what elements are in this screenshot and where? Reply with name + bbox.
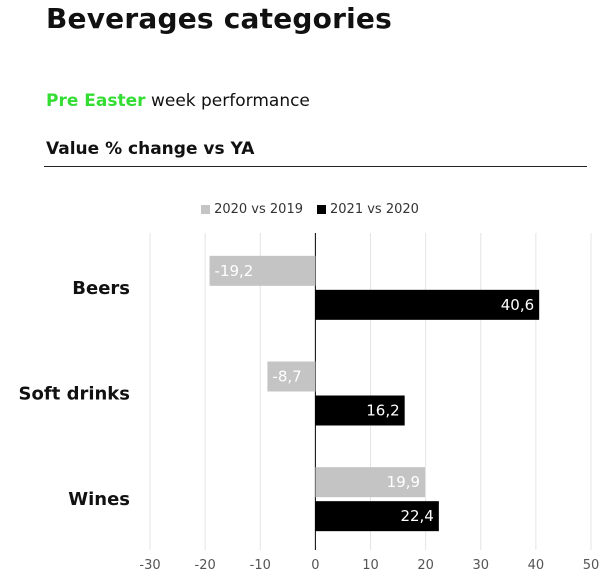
x-tick-label: 10 xyxy=(362,558,379,573)
bar xyxy=(315,395,405,426)
legend-label-2020-vs-2019: 2020 vs 2019 xyxy=(214,202,303,217)
x-tick-label: 30 xyxy=(472,558,489,573)
subtitle: Pre Easter week performance xyxy=(46,91,310,111)
bar xyxy=(209,255,316,286)
bar xyxy=(315,501,439,532)
legend-swatch-2021-vs-2020 xyxy=(317,205,326,214)
legend-swatch-2020-vs-2019 xyxy=(201,205,211,214)
section-title: Value % change vs YA xyxy=(46,139,255,159)
data-label: -19,2 xyxy=(215,262,254,280)
legend-label-2021-vs-2020: 2021 vs 2020 xyxy=(330,202,419,217)
x-tick-label: 0 xyxy=(311,558,319,573)
data-label: -8,7 xyxy=(272,368,301,386)
section-divider xyxy=(44,166,587,167)
data-label: 16,2 xyxy=(366,402,399,420)
subtitle-text: week performance xyxy=(145,91,310,111)
bar xyxy=(315,467,426,498)
x-tick-label: -30 xyxy=(139,558,160,573)
bar xyxy=(267,361,316,392)
legend-item-2020-vs-2019: 2020 vs 2019 xyxy=(201,202,303,217)
x-tick-label: 50 xyxy=(583,558,600,573)
category-label: Wines xyxy=(68,489,130,510)
category-label: Soft drinks xyxy=(19,384,130,405)
x-tick-label: 40 xyxy=(528,558,545,573)
data-label: 22,4 xyxy=(400,507,433,525)
legend-item-2021-vs-2020: 2021 vs 2020 xyxy=(317,202,419,217)
x-tick-label: -20 xyxy=(195,558,216,573)
legend: 2020 vs 2019 2021 vs 2020 xyxy=(0,202,602,217)
x-tick-label: 20 xyxy=(417,558,434,573)
bar xyxy=(315,289,540,320)
category-label: Beers xyxy=(72,278,130,299)
data-label: 40,6 xyxy=(501,296,534,314)
data-label: 19,9 xyxy=(387,473,420,491)
chart-title: Beverages categories xyxy=(46,2,392,35)
subtitle-accent: Pre Easter xyxy=(46,91,146,111)
x-tick-label: -10 xyxy=(250,558,271,573)
